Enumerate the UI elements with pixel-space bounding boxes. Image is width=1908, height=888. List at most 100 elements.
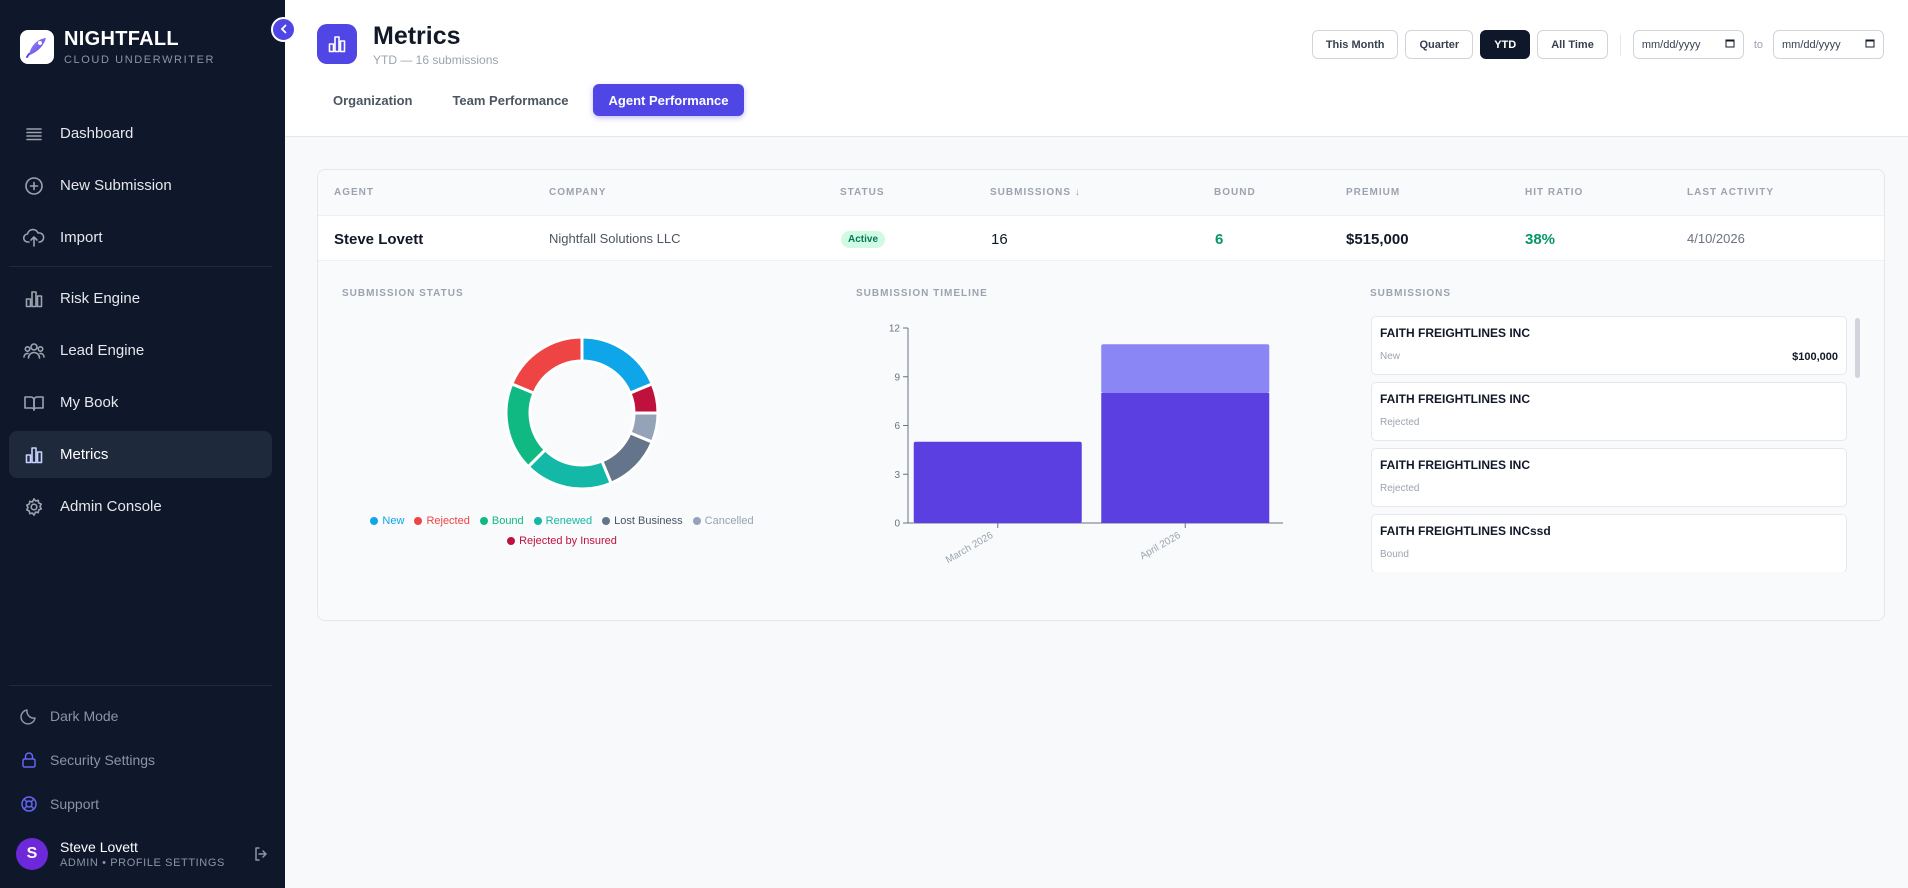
legend-dot (479, 517, 488, 525)
nightfall-logo-icon (20, 30, 54, 64)
legend-dot (602, 517, 611, 525)
user-role: ADMIN • PROFILE SETTINGS (60, 857, 225, 869)
column-header-submissions[interactable]: SUBMISSIONS ↓ (990, 187, 1081, 198)
legend-dot (533, 517, 542, 525)
submission-amount: $100,000 (1792, 351, 1838, 363)
column-header-premium[interactable]: PREMIUM (1346, 187, 1401, 198)
nav-item-lead-engine[interactable]: Lead Engine (9, 327, 272, 374)
filter-all-time-button[interactable]: All Time (1537, 30, 1608, 59)
nav-item-risk-engine[interactable]: Risk Engine (9, 275, 272, 322)
legend-dot (370, 517, 379, 525)
submissions-list: FAITH FREIGHTLINES INC New $100,000 FAIT… (1371, 316, 1861, 572)
submission-name: FAITH FREIGHTLINES INCssd (1380, 524, 1551, 538)
user-name: Steve Lovett (60, 839, 138, 855)
column-header-hit-ratio[interactable]: HIT RATIO (1525, 187, 1584, 198)
nav-item-metrics[interactable]: Metrics (9, 431, 272, 478)
legend-label: Cancelled (704, 515, 754, 527)
bar-march-2026-segment-0[interactable] (913, 441, 1082, 523)
submissions-count: 16 (991, 231, 1008, 248)
y-tick-label: 9 (894, 372, 900, 383)
nav-item-admin-console[interactable]: Admin Console (9, 483, 272, 530)
legend-label: Bound (491, 515, 524, 527)
company-name: Nightfall Solutions LLC (549, 231, 681, 246)
bar-chart-icon (22, 287, 46, 311)
user-profile[interactable]: S Steve Lovett ADMIN • PROFILE SETTINGS (16, 838, 272, 870)
bar-april-2026-segment-0[interactable] (1101, 393, 1270, 523)
column-header-company[interactable]: COMPANY (549, 187, 607, 198)
filter-ytd-button[interactable]: YTD (1480, 30, 1531, 59)
legend-item[interactable]: Renewed (533, 515, 592, 527)
legend-item[interactable]: Bound (479, 515, 524, 527)
y-tick-label: 6 (894, 421, 900, 432)
tab-organization[interactable]: Organization (333, 92, 413, 108)
bar-chart-icon (317, 24, 357, 64)
column-header-agent[interactable]: AGENT (334, 187, 374, 198)
list-icon (22, 122, 46, 146)
submission-status: Rejected (1380, 483, 1420, 494)
hit-ratio-value: 38% (1525, 231, 1556, 248)
nav-item-import[interactable]: Import (9, 214, 272, 261)
bar-april-2026-segment-1[interactable] (1101, 344, 1270, 393)
nav-item-my-book[interactable]: My Book (9, 379, 272, 426)
legend-item[interactable]: Rejected by Insured (507, 535, 617, 547)
submission-status: Bound (1380, 549, 1409, 560)
support-link[interactable]: Support (9, 782, 272, 826)
page-title: Metrics (373, 22, 461, 50)
dark-mode-toggle[interactable]: Dark Mode (9, 694, 272, 738)
tab-agent-performance[interactable]: Agent Performance (592, 84, 745, 116)
filter-divider (1619, 33, 1621, 56)
security-settings-link[interactable]: Security Settings (9, 738, 272, 782)
table-header: AGENT COMPANY STATUS SUBMISSIONS ↓ BOUND… (318, 170, 1884, 215)
column-header-last-activity[interactable]: LAST ACTIVITY (1687, 187, 1775, 198)
donut-slice-new[interactable] (580, 335, 655, 396)
submission-card[interactable]: FAITH FREIGHTLINES INC New $100,000 (1371, 316, 1847, 375)
logout-icon[interactable] (250, 843, 272, 865)
avatar: S (16, 838, 48, 870)
submission-card[interactable]: FAITH FREIGHTLINES INC Rejected (1371, 382, 1847, 441)
legend-item[interactable]: Cancelled (692, 515, 754, 527)
submission-status-title: SUBMISSION STATUS (342, 288, 464, 299)
nav-label: Lead Engine (60, 342, 145, 359)
column-header-bound[interactable]: BOUND (1214, 187, 1256, 198)
x-tick-label: March 2026 (944, 530, 996, 566)
submission-card[interactable]: FAITH FREIGHTLINES INC Rejected (1371, 448, 1847, 507)
start-date-input[interactable]: mm/dd/yyyy (1632, 30, 1744, 59)
column-header-status[interactable]: STATUS (840, 187, 885, 198)
tab-team-performance[interactable]: Team Performance (452, 92, 569, 108)
nav-item-new-submission[interactable]: New Submission (9, 162, 272, 209)
legend-item[interactable]: Rejected (414, 515, 470, 527)
bar-chart-icon (22, 443, 46, 467)
submission-card[interactable]: FAITH FREIGHTLINES INCssd Bound (1371, 514, 1847, 572)
legend-item[interactable]: New (370, 515, 404, 527)
collapse-sidebar-button[interactable] (271, 17, 296, 42)
plus-circle-icon (22, 174, 46, 198)
donut-slice-bound[interactable] (504, 381, 548, 469)
page-subtitle: YTD — 16 submissions (373, 53, 499, 67)
filter-this-month-button[interactable]: This Month (1311, 30, 1399, 59)
y-tick-label: 12 (889, 324, 901, 335)
filter-quarter-button[interactable]: Quarter (1405, 30, 1474, 59)
agent-name: Steve Lovett (334, 231, 424, 248)
legend-dot (507, 537, 516, 545)
metrics-tabs: Organization Team Performance Agent Perf… (317, 84, 752, 116)
last-activity-date: 4/10/2026 (1687, 231, 1745, 246)
date-placeholder: mm/dd/yyyy (1641, 38, 1701, 51)
bottom-label: Security Settings (50, 752, 156, 768)
legend-label: Rejected (426, 515, 470, 527)
legend-item[interactable]: Lost Business (602, 515, 683, 527)
submissions-scrollbar[interactable] (1855, 318, 1860, 378)
brand[interactable]: NIGHTFALL CLOUD UNDERWRITER (20, 28, 215, 66)
table-row[interactable]: Steve Lovett Nightfall Solutions LLC Act… (318, 215, 1884, 261)
moon-icon (18, 705, 40, 727)
brand-name: NIGHTFALL (64, 28, 179, 50)
nav-item-dashboard[interactable]: Dashboard (9, 110, 272, 157)
end-date-input[interactable]: mm/dd/yyyy (1773, 30, 1884, 59)
donut-slice-rejected[interactable] (509, 335, 584, 396)
date-range-separator: to (1753, 38, 1763, 51)
nav-label: Admin Console (60, 498, 162, 515)
bottom-label: Support (50, 796, 100, 812)
submission-name: FAITH FREIGHTLINES INC (1380, 392, 1530, 406)
legend-dot (414, 517, 423, 525)
chevron-left-icon (279, 21, 289, 39)
legend-dot (692, 517, 701, 525)
